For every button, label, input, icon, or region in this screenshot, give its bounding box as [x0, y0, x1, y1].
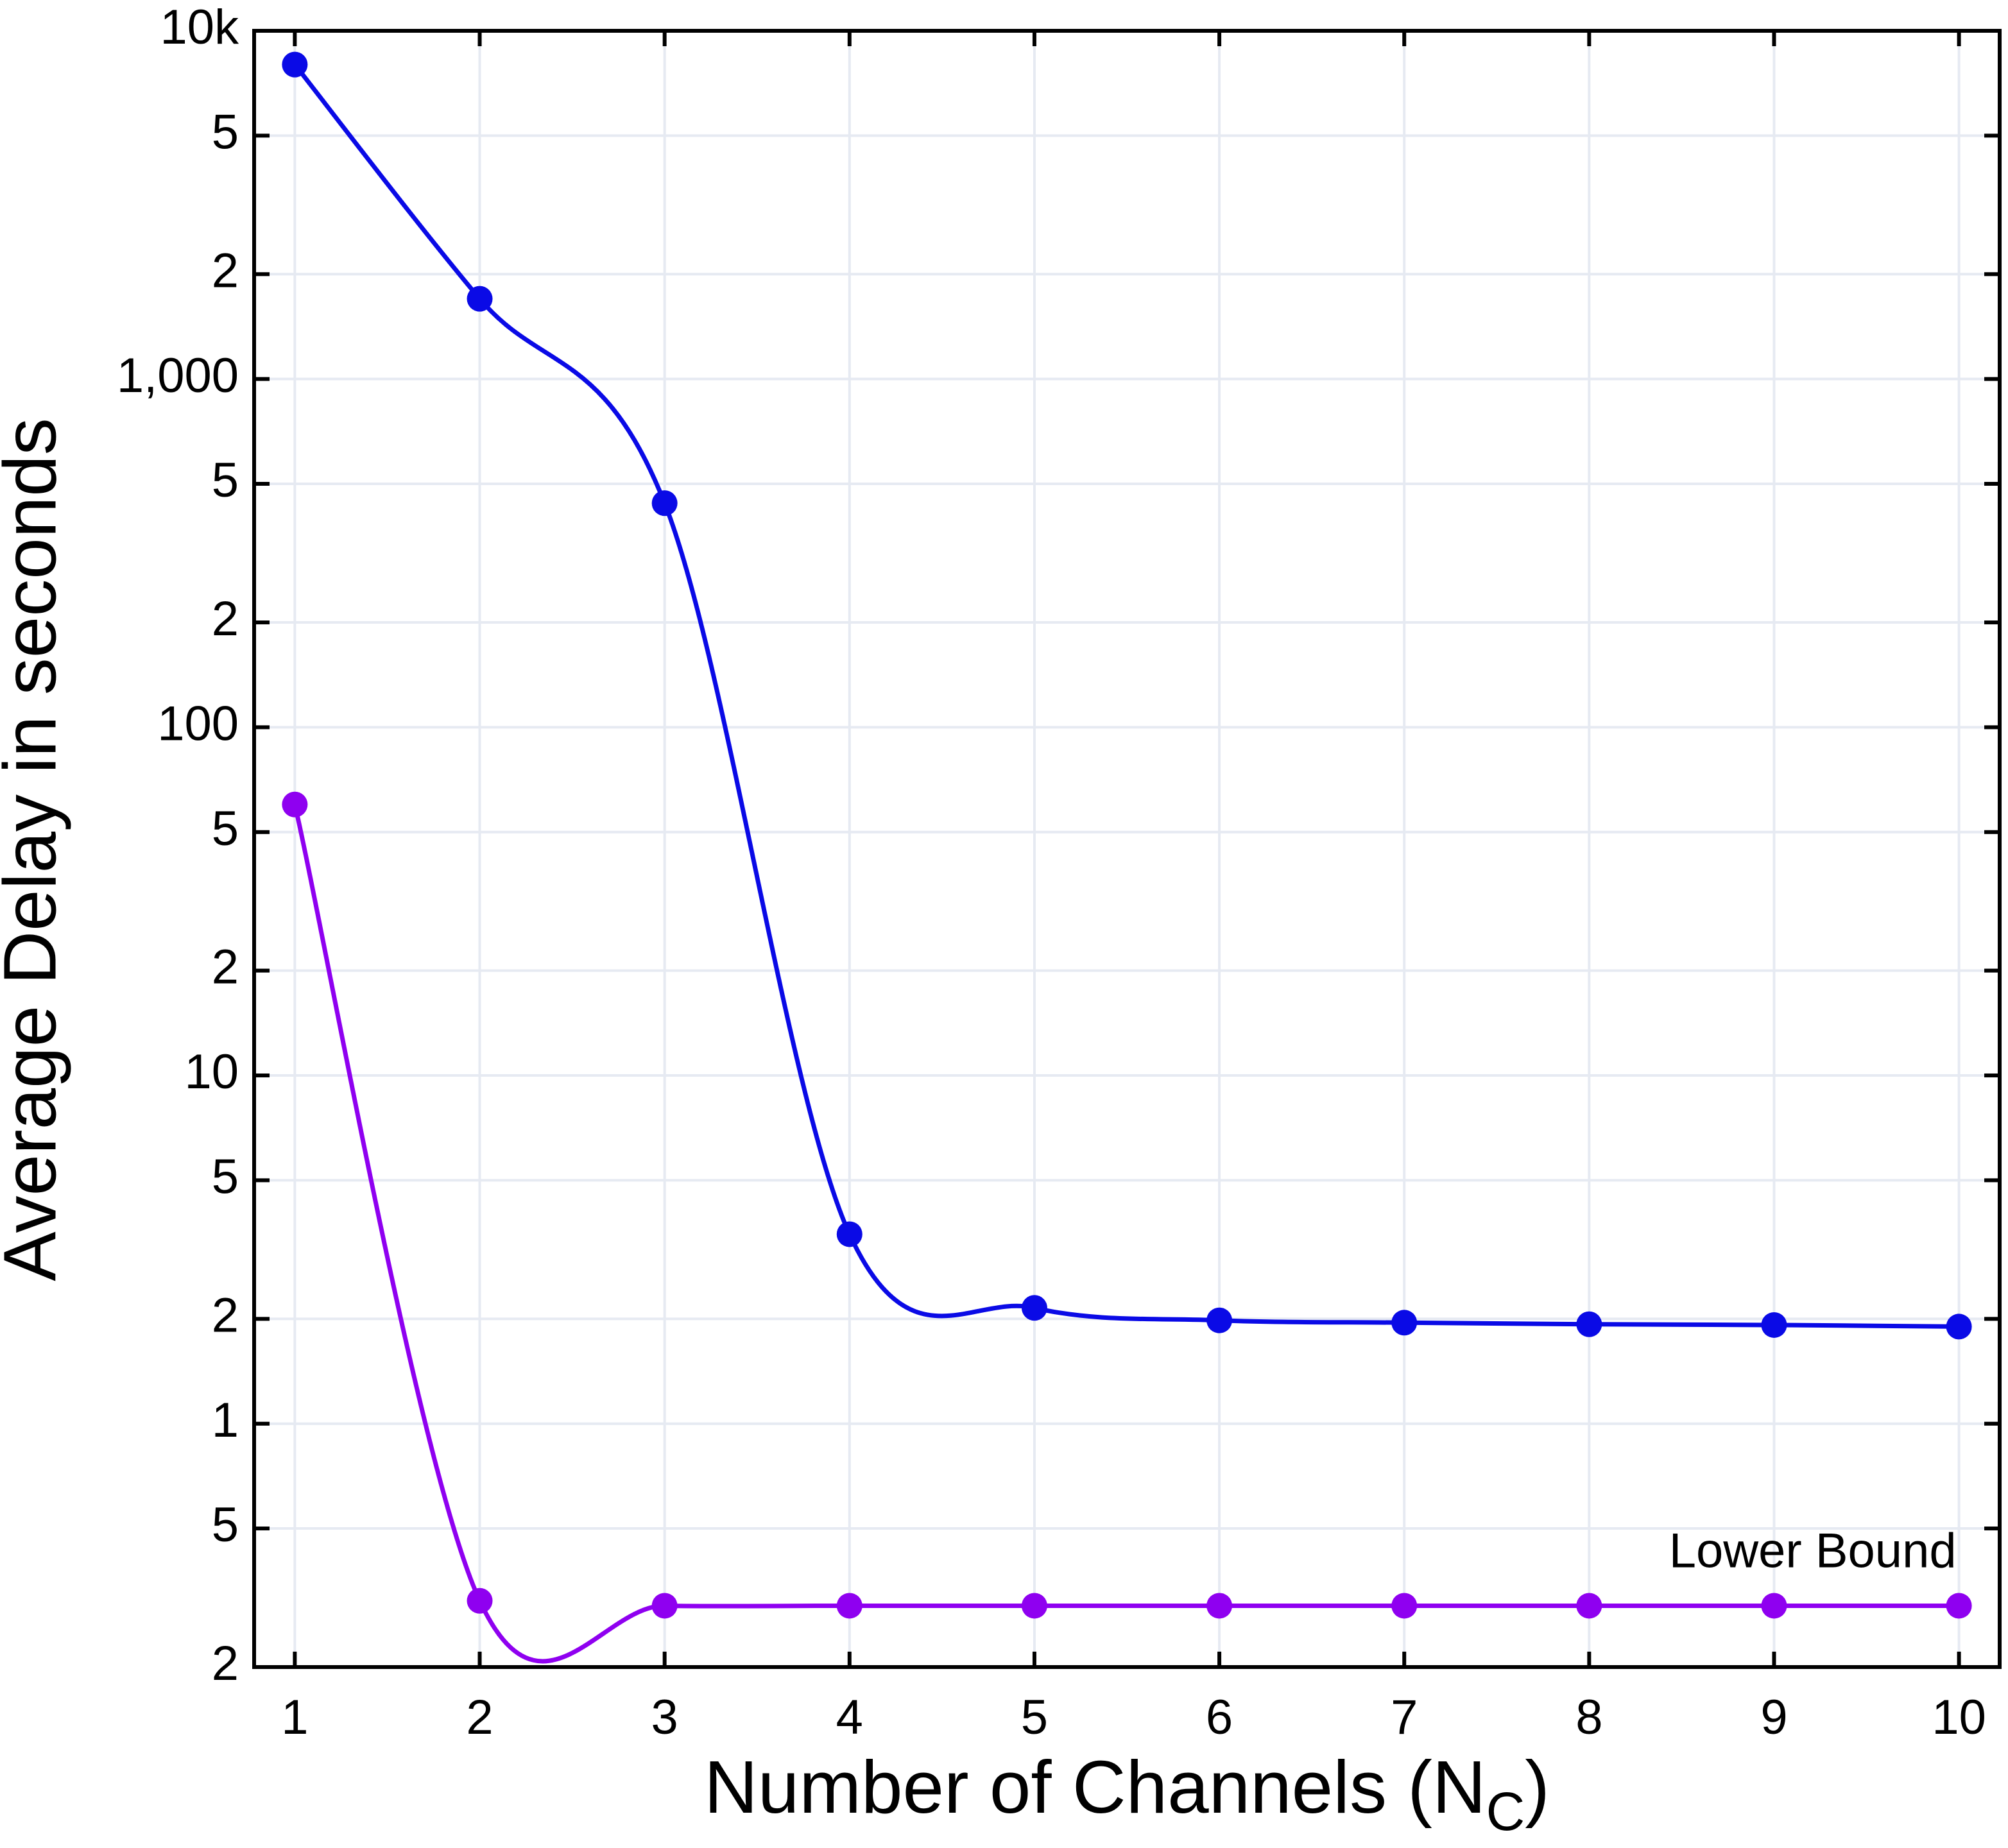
x-tick-label: 1: [281, 1690, 308, 1745]
x-tick-label: 4: [836, 1690, 863, 1745]
y-tick-label: 5: [212, 1498, 239, 1552]
y-tick-label: 100: [157, 696, 239, 751]
data-point: [836, 1221, 862, 1247]
y-tick-label: 10k: [160, 0, 239, 55]
y-tick-label: 10: [184, 1045, 239, 1099]
data-point: [1206, 1307, 1233, 1333]
data-point: [1576, 1311, 1602, 1337]
data-point: [1761, 1593, 1787, 1619]
annotation: Lower Bound: [1669, 1524, 1957, 1579]
y-tick-label: 1,000: [117, 348, 239, 403]
data-point: [282, 51, 308, 78]
x-tick-label: 7: [1391, 1690, 1418, 1745]
data-point: [1021, 1593, 1047, 1619]
x-tick-label: 9: [1760, 1690, 1787, 1745]
data-point: [836, 1593, 862, 1619]
data-point: [282, 791, 308, 817]
x-tick-label: 2: [466, 1690, 493, 1745]
y-tick-label: 2: [212, 1636, 239, 1691]
data-point: [1576, 1593, 1602, 1619]
plot-frame: [252, 29, 2002, 1669]
y-tick-label: 5: [212, 453, 239, 508]
y-tick-label: 2: [212, 592, 239, 646]
y-tick-label: 2: [212, 940, 239, 995]
data-point: [1206, 1593, 1233, 1619]
data-point: [651, 1593, 678, 1619]
data-point: [1391, 1310, 1418, 1336]
y-tick-label: 5: [212, 801, 239, 856]
x-axis-title-end: ): [1525, 1745, 1550, 1829]
x-axis-title-subscript: C: [1486, 1781, 1525, 1842]
y-tick-label: 2: [212, 243, 239, 298]
data-point: [467, 286, 493, 312]
x-tick-label: 3: [651, 1690, 678, 1745]
data-point: [1021, 1295, 1047, 1321]
y-tick-label: 5: [212, 1149, 239, 1204]
y-tick-label: 2: [212, 1288, 239, 1342]
x-tick-label: 5: [1021, 1690, 1048, 1745]
x-axis-title-main: Number of Channels (N: [704, 1745, 1486, 1829]
data-point: [1761, 1312, 1787, 1338]
x-tick-label: 10: [1932, 1690, 1986, 1745]
data-point: [467, 1587, 493, 1614]
x-tick-label: 6: [1206, 1690, 1233, 1745]
y-tick-label: 5: [212, 105, 239, 159]
series-line: [293, 63, 1959, 1329]
series-line: [292, 803, 1959, 1664]
data-point: [651, 490, 678, 517]
y-axis-title: Average Delay in seconds: [0, 418, 72, 1281]
data-point: [1946, 1593, 1972, 1619]
data-point: [1391, 1593, 1418, 1619]
y-tick-label: 1: [212, 1393, 239, 1448]
data-point: [1946, 1313, 1972, 1340]
x-axis-title: Number of Channels (NC): [704, 1745, 1550, 1842]
x-tick-label: 8: [1575, 1690, 1602, 1745]
